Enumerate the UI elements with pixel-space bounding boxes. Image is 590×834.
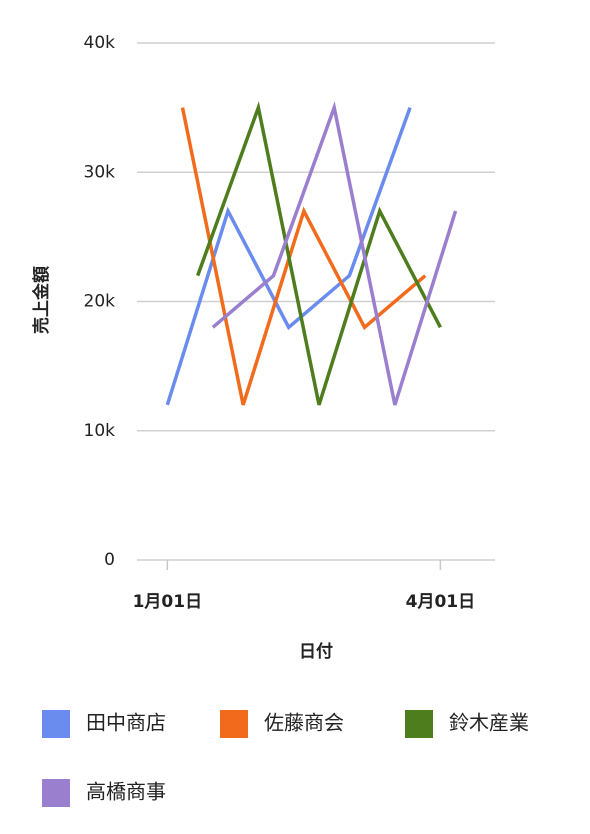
x-tick-label: 1月01日 <box>133 592 203 612</box>
legend-label: 高橋商事 <box>86 780 166 804</box>
x-axis-label: 日付 <box>299 641 333 662</box>
y-tick-label: 40k <box>84 33 116 53</box>
y-tick-label: 30k <box>84 162 116 182</box>
x-tick-label: 4月01日 <box>406 592 476 612</box>
y-tick-label: 10k <box>84 421 116 441</box>
legend-swatch <box>42 779 70 807</box>
y-axis-label: 売上金額 <box>31 266 52 334</box>
legend-swatch <box>405 710 433 738</box>
legend-label: 田中商店 <box>86 711 166 735</box>
series-line <box>165 107 412 406</box>
series-line <box>180 107 427 406</box>
series-line <box>211 101 458 406</box>
legend-label: 鈴木産業 <box>449 711 529 735</box>
y-tick-label: 0 <box>104 550 115 570</box>
series-line <box>196 101 442 406</box>
y-tick-label: 20k <box>84 292 116 312</box>
legend-swatch <box>42 710 70 738</box>
legend-label: 佐藤商会 <box>264 711 344 735</box>
legend-swatch <box>220 710 248 738</box>
